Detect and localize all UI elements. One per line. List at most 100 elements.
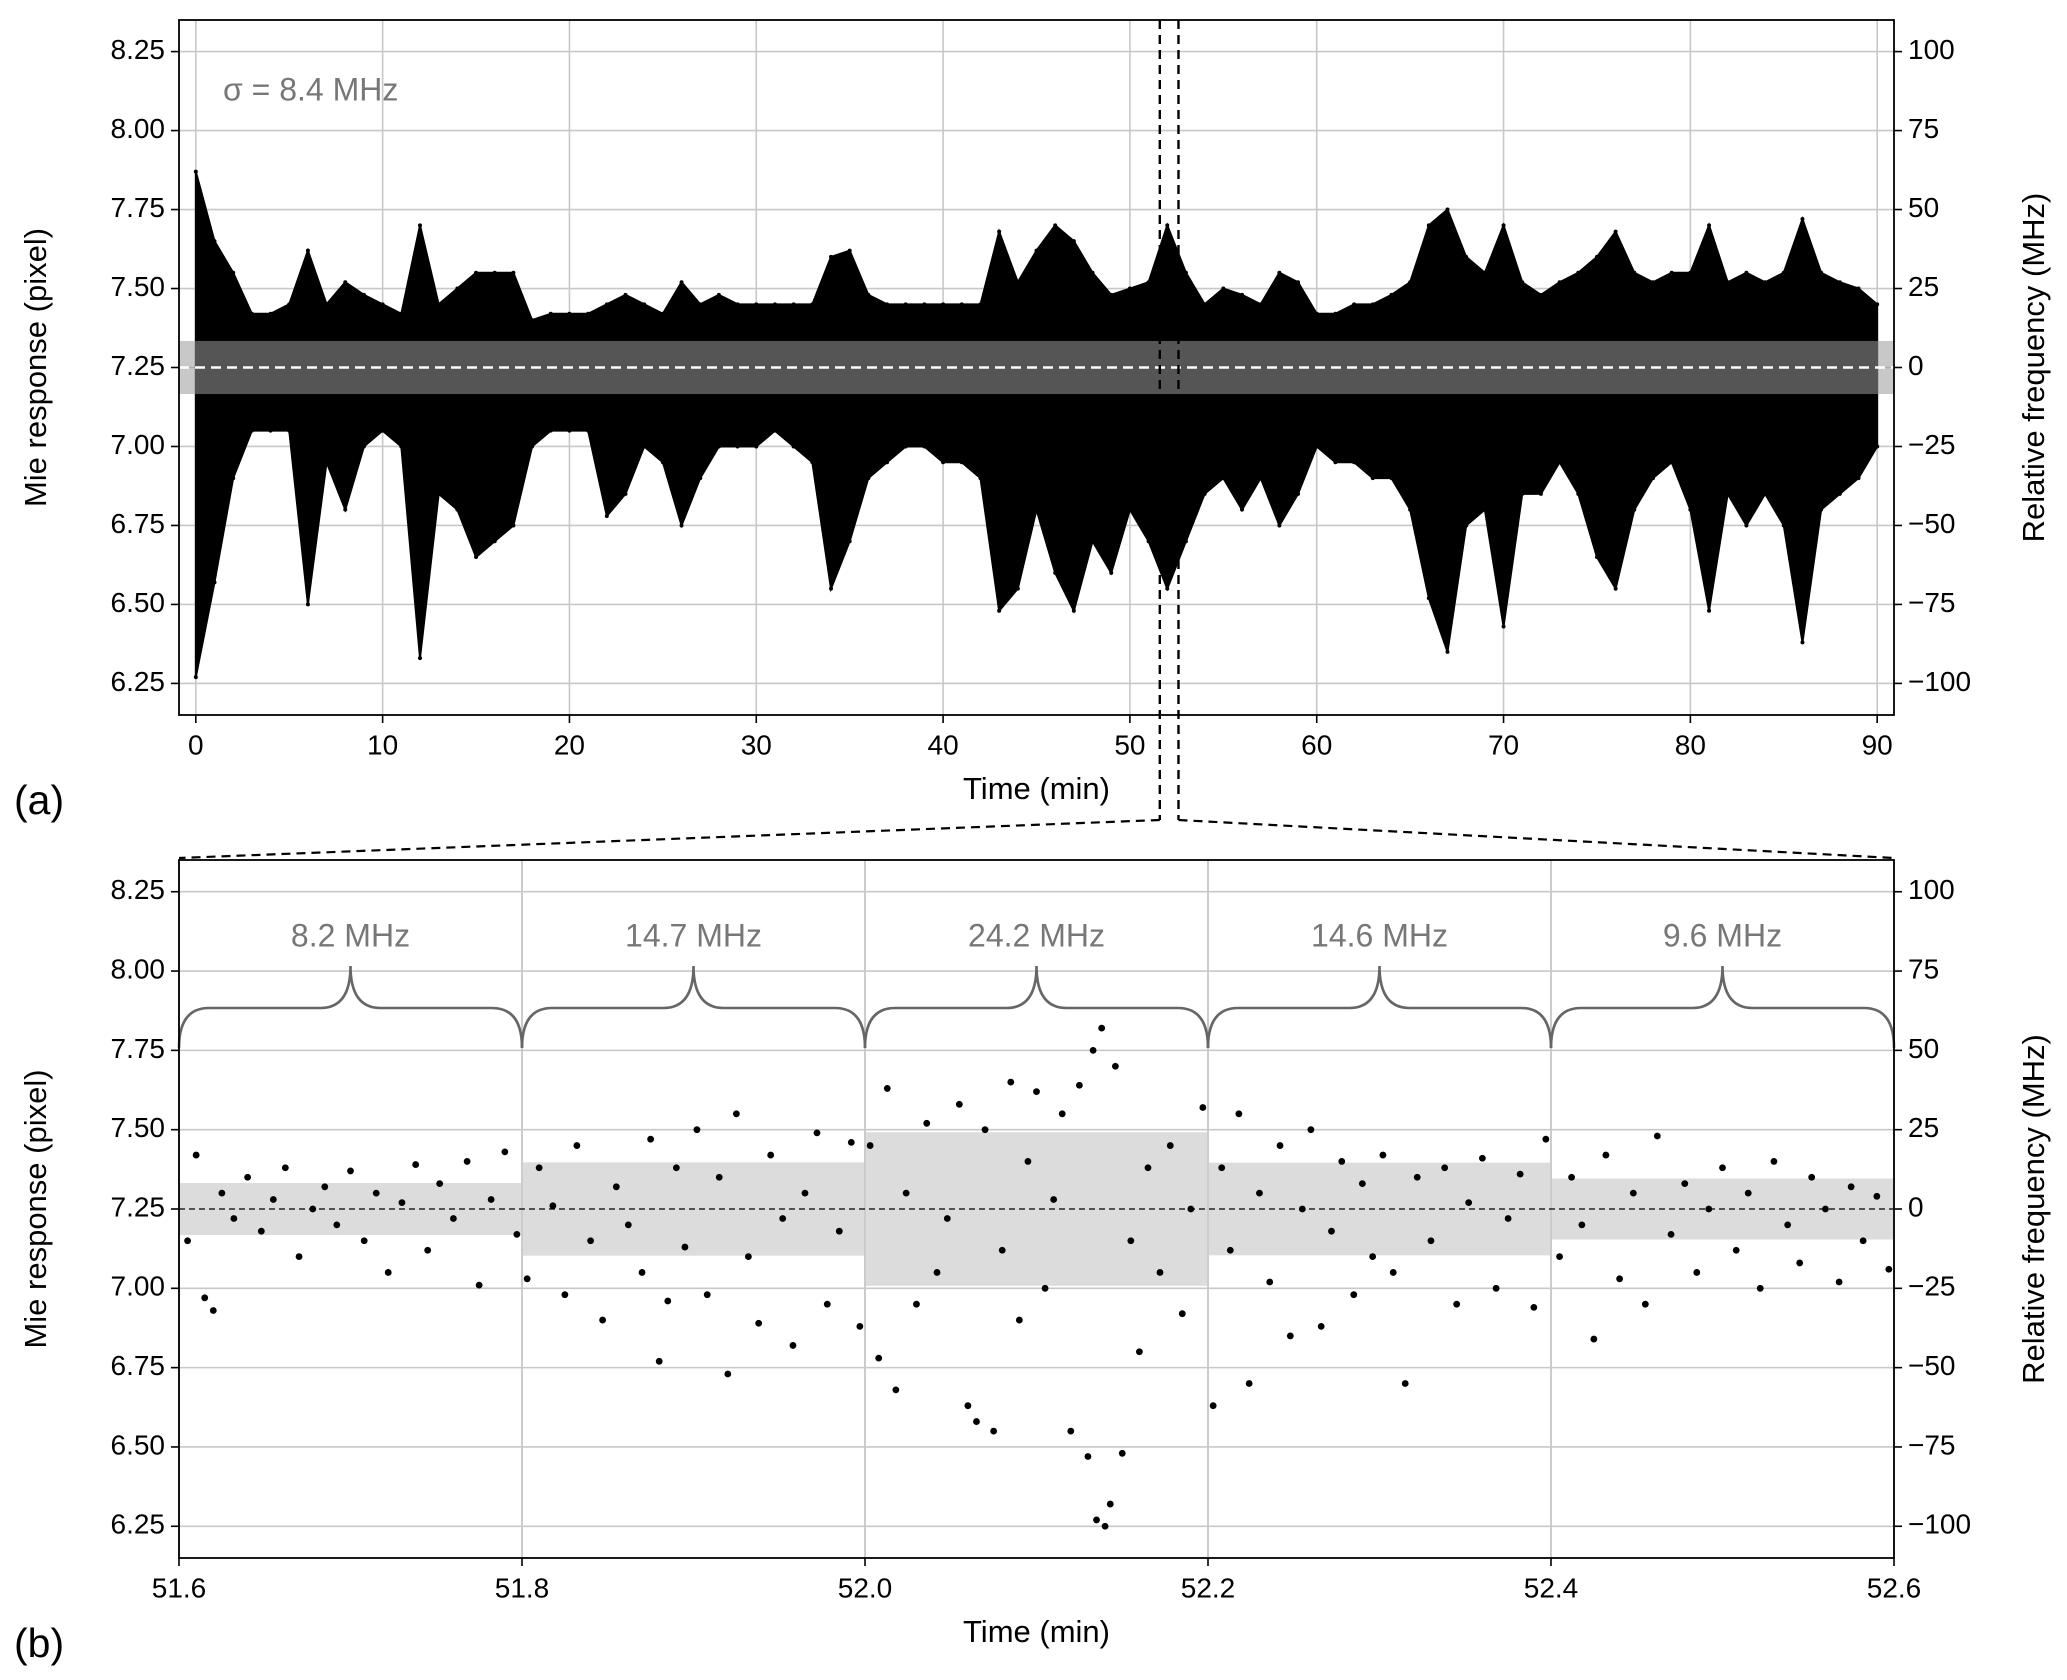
- data-point: [1266, 1278, 1274, 1286]
- data-point: [1873, 1192, 1881, 1200]
- data-point: [535, 1164, 543, 1172]
- data-point: [321, 1183, 329, 1191]
- segment-label: 14.6 MHz: [1311, 917, 1448, 953]
- data-point: [1556, 1253, 1563, 1260]
- data-point: [193, 169, 198, 174]
- data-point: [1482, 507, 1487, 512]
- x-tick-label: 52.0: [838, 1572, 893, 1603]
- data-point: [1258, 476, 1263, 481]
- y2-tick-label: 50: [1908, 192, 1939, 223]
- data-point: [703, 1291, 711, 1299]
- data-point: [1445, 649, 1450, 654]
- data-point: [679, 523, 684, 528]
- data-point: [1837, 280, 1842, 285]
- data-point: [1835, 1278, 1843, 1286]
- data-point: [772, 302, 777, 307]
- data-point: [1240, 507, 1245, 512]
- data-point: [1235, 1110, 1243, 1118]
- data-point: [1033, 1088, 1040, 1096]
- y2-tick-label: −75: [1908, 587, 1956, 618]
- data-point: [1101, 1522, 1109, 1530]
- y-tick-label: 8.00: [111, 113, 166, 144]
- data-point: [913, 1300, 920, 1308]
- data-point: [474, 555, 479, 560]
- data-point: [1075, 1081, 1083, 1089]
- data-point: [1144, 1164, 1152, 1172]
- data-point: [380, 302, 385, 307]
- data-point: [257, 1227, 265, 1235]
- brace: [1206, 965, 1553, 1049]
- data-point: [955, 1100, 963, 1108]
- data-point: [1015, 586, 1020, 591]
- x-axis-label: Time (min): [963, 1614, 1110, 1649]
- data-point: [875, 1354, 883, 1362]
- data-point: [561, 1291, 569, 1299]
- data-point: [810, 302, 815, 307]
- data-point: [398, 1199, 406, 1207]
- data-point: [732, 1110, 740, 1118]
- data-point: [1651, 280, 1656, 285]
- data-point: [755, 1319, 763, 1327]
- data-point: [1520, 491, 1525, 496]
- data-point: [1594, 555, 1599, 560]
- x-tick-label: 10: [367, 729, 398, 760]
- data-point: [856, 1322, 864, 1330]
- data-point: [1632, 270, 1637, 275]
- data-point: [997, 608, 1002, 613]
- data-point: [1178, 1310, 1186, 1318]
- data-point: [492, 539, 497, 544]
- data-point: [1314, 444, 1319, 449]
- y2-tick-label: 0: [1908, 1191, 1924, 1222]
- data-point: [1819, 507, 1824, 512]
- y2-tick-label: −100: [1908, 1509, 1971, 1540]
- data-point: [1426, 223, 1431, 228]
- data-point: [1856, 476, 1861, 481]
- data-point: [1651, 476, 1656, 481]
- y-axis-label: Mie response (pixel): [18, 228, 53, 507]
- data-point: [1781, 270, 1786, 275]
- data-point: [184, 1237, 191, 1245]
- data-point: [1725, 491, 1730, 496]
- data-point: [1408, 507, 1413, 512]
- data-point: [1015, 280, 1020, 285]
- data-point: [1296, 280, 1301, 285]
- data-point: [599, 1316, 607, 1324]
- y-tick-label: 6.75: [111, 508, 166, 539]
- data-point: [835, 1227, 843, 1235]
- y-tick-label: 7.50: [111, 1112, 166, 1143]
- data-point: [1464, 254, 1469, 259]
- data-point: [1183, 539, 1188, 544]
- data-point: [399, 444, 404, 449]
- data-point: [959, 302, 964, 307]
- data-point: [672, 1164, 680, 1172]
- data-point: [1218, 1164, 1226, 1172]
- data-point: [249, 428, 254, 433]
- data-point: [417, 223, 422, 228]
- data-point: [1256, 1189, 1263, 1197]
- data-point: [1819, 270, 1824, 275]
- data-point: [1557, 460, 1562, 465]
- data-point: [1602, 1151, 1610, 1159]
- y-tick-label: 6.25: [111, 1509, 166, 1540]
- y2-tick-label: 50: [1908, 1033, 1939, 1064]
- point-cloud: [194, 366, 1879, 678]
- y-tick-label: 6.50: [111, 1429, 166, 1460]
- data-point: [1350, 1291, 1358, 1299]
- data-point: [1427, 1237, 1435, 1245]
- data-point: [1286, 1332, 1294, 1340]
- annotation: σ = 8.4 MHz: [223, 71, 398, 107]
- y-tick-label: 6.25: [111, 666, 166, 697]
- data-point: [1875, 302, 1880, 307]
- data-point: [847, 1138, 855, 1146]
- data-point: [372, 1189, 380, 1197]
- data-point: [511, 270, 516, 275]
- x-tick-label: 0: [188, 729, 204, 760]
- data-point: [1681, 1180, 1689, 1188]
- y2-tick-label: −100: [1908, 666, 1971, 697]
- data-point: [1576, 270, 1581, 275]
- data-point: [892, 1386, 900, 1394]
- data-point: [1338, 1158, 1346, 1165]
- data-point: [1053, 570, 1058, 575]
- data-point: [1136, 1348, 1143, 1356]
- panel-label: (b): [14, 1620, 64, 1666]
